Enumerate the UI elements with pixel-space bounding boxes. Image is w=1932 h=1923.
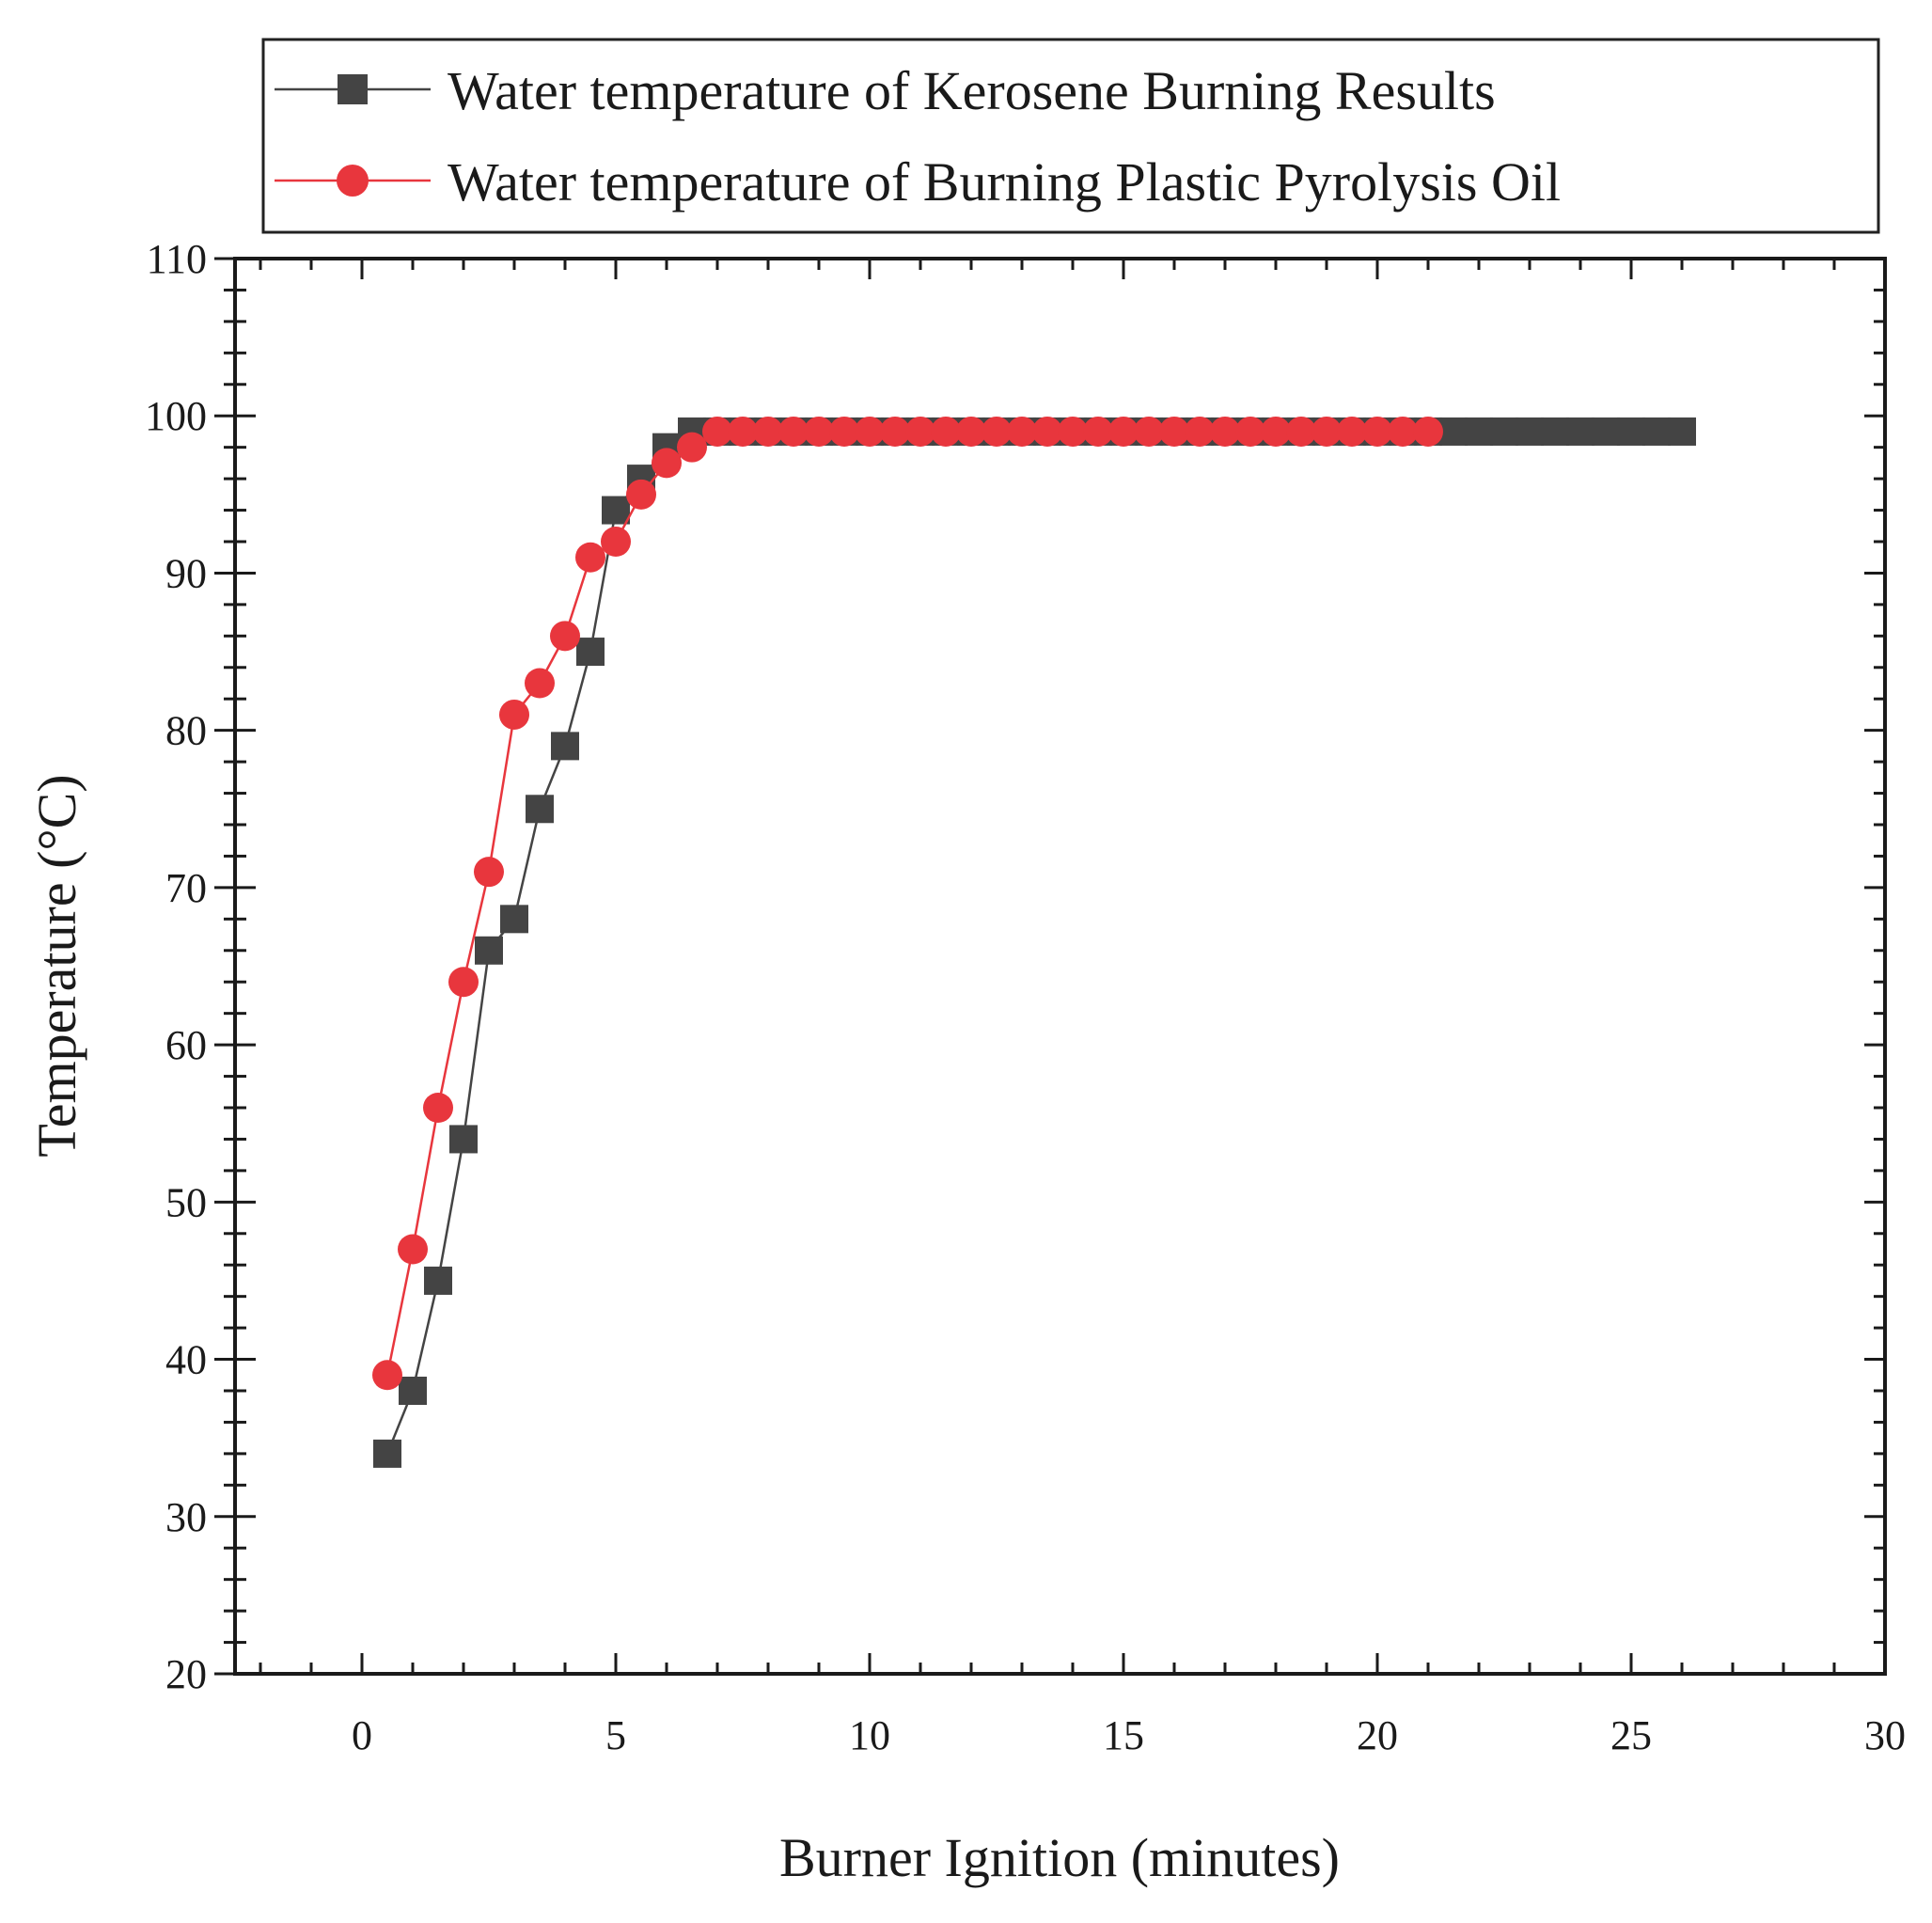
data-point-circle	[1108, 416, 1139, 447]
data-point-circle	[372, 1360, 402, 1391]
data-point-circle	[931, 416, 961, 447]
data-point-square	[1490, 417, 1518, 446]
legend-label-kerosene: Water temperature of Kerosene Burning Re…	[448, 60, 1496, 121]
data-point-circle	[1261, 416, 1291, 447]
data-point-circle	[550, 621, 580, 652]
data-point-square	[424, 1266, 452, 1295]
data-point-circle	[982, 416, 1012, 447]
data-point-circle	[1083, 416, 1113, 447]
data-point-circle	[1286, 416, 1316, 447]
y-tick-label: 60	[165, 1022, 207, 1068]
data-point-circle	[1185, 416, 1215, 447]
y-tick-label: 40	[165, 1337, 207, 1383]
y-tick-label: 30	[165, 1494, 207, 1540]
data-point-circle	[626, 479, 656, 510]
y-tick-label: 90	[165, 550, 207, 596]
series-line	[385, 430, 1428, 1376]
axis-ticks	[214, 257, 1887, 1676]
data-point-square	[500, 905, 528, 934]
x-tick-label: 20	[1357, 1712, 1398, 1758]
data-point-square	[551, 732, 579, 761]
data-point-circle	[880, 416, 910, 447]
data-point-circle	[702, 416, 732, 447]
data-point-square	[1541, 417, 1569, 446]
data-point-square	[1617, 417, 1645, 446]
data-point-square	[1465, 417, 1493, 446]
data-point-circle	[1032, 416, 1062, 447]
data-point-square	[1642, 417, 1671, 446]
data-point-square	[1592, 417, 1620, 446]
data-point-circle	[829, 416, 859, 447]
data-point-circle	[778, 416, 809, 447]
data-point-circle	[1337, 416, 1367, 447]
data-point-circle	[423, 1093, 453, 1123]
data-point-circle	[601, 527, 631, 557]
x-tick-label: 25	[1610, 1712, 1652, 1758]
data-point-circle	[575, 542, 605, 573]
data-point-circle	[1058, 416, 1088, 447]
legend-marker-pyrolysis	[337, 165, 369, 197]
data-point-circle	[499, 699, 529, 730]
data-point-square	[399, 1377, 427, 1405]
legend-box	[261, 38, 1880, 234]
data-point-circle	[1413, 416, 1443, 447]
data-point-circle	[1134, 416, 1164, 447]
data-point-circle	[1312, 416, 1342, 447]
series-layer	[372, 416, 1696, 1468]
data-point-square	[1668, 417, 1696, 446]
data-point-square	[1566, 417, 1594, 446]
data-point-circle	[855, 416, 885, 447]
data-point-square	[576, 638, 605, 667]
legend-label-pyrolysis: Water temperature of Burning Plastic Pyr…	[448, 151, 1561, 213]
x-tick-label: 5	[605, 1712, 626, 1758]
legend-marker-kerosene	[338, 74, 368, 104]
data-point-circle	[474, 857, 504, 888]
data-point-circle	[1007, 416, 1037, 447]
x-tick-label: 15	[1103, 1712, 1144, 1758]
x-axis-title: Burner Ignition (minutes)	[779, 1827, 1340, 1888]
data-point-circle	[728, 416, 758, 447]
y-tick-label: 80	[165, 708, 207, 754]
data-point-circle	[652, 448, 682, 479]
y-tick-label: 50	[165, 1179, 207, 1225]
y-tick-label: 20	[165, 1651, 207, 1697]
data-point-square	[449, 1125, 478, 1154]
data-point-square	[526, 795, 554, 824]
data-point-circle	[804, 416, 834, 447]
data-point-circle	[1362, 416, 1392, 447]
data-point-circle	[753, 416, 783, 447]
data-point-square	[475, 936, 503, 965]
y-tick-label: 100	[145, 393, 207, 439]
y-tick-label: 70	[165, 865, 207, 911]
data-point-circle	[448, 967, 479, 998]
x-tick-label: 0	[352, 1712, 372, 1758]
data-point-square	[1516, 417, 1544, 446]
legend: Water temperature of Kerosene Burning Re…	[261, 38, 1880, 234]
data-point-circle	[1210, 416, 1240, 447]
data-point-circle	[1235, 416, 1265, 447]
data-point-square	[373, 1439, 401, 1468]
series-pyrolysis	[372, 416, 1443, 1391]
data-point-circle	[525, 668, 555, 699]
series-kerosene	[373, 417, 1696, 1468]
data-point-circle	[1388, 416, 1418, 447]
data-point-circle	[398, 1234, 428, 1265]
data-point-circle	[956, 416, 986, 447]
data-point-circle	[677, 432, 707, 463]
x-tick-label: 10	[849, 1712, 890, 1758]
y-axis-title: Temperature (°C)	[26, 774, 87, 1157]
plot-area	[233, 257, 1887, 1676]
data-point-circle	[905, 416, 935, 447]
data-point-square	[602, 496, 630, 525]
y-tick-label: 110	[147, 236, 207, 282]
x-tick-label: 30	[1864, 1712, 1906, 1758]
data-point-circle	[1159, 416, 1189, 447]
data-point-square	[1439, 417, 1468, 446]
axis-tick-labels: 0 5 10 15 20 25 30 20 30 40 50 60 70 80 90 100 110	[145, 236, 1906, 1758]
